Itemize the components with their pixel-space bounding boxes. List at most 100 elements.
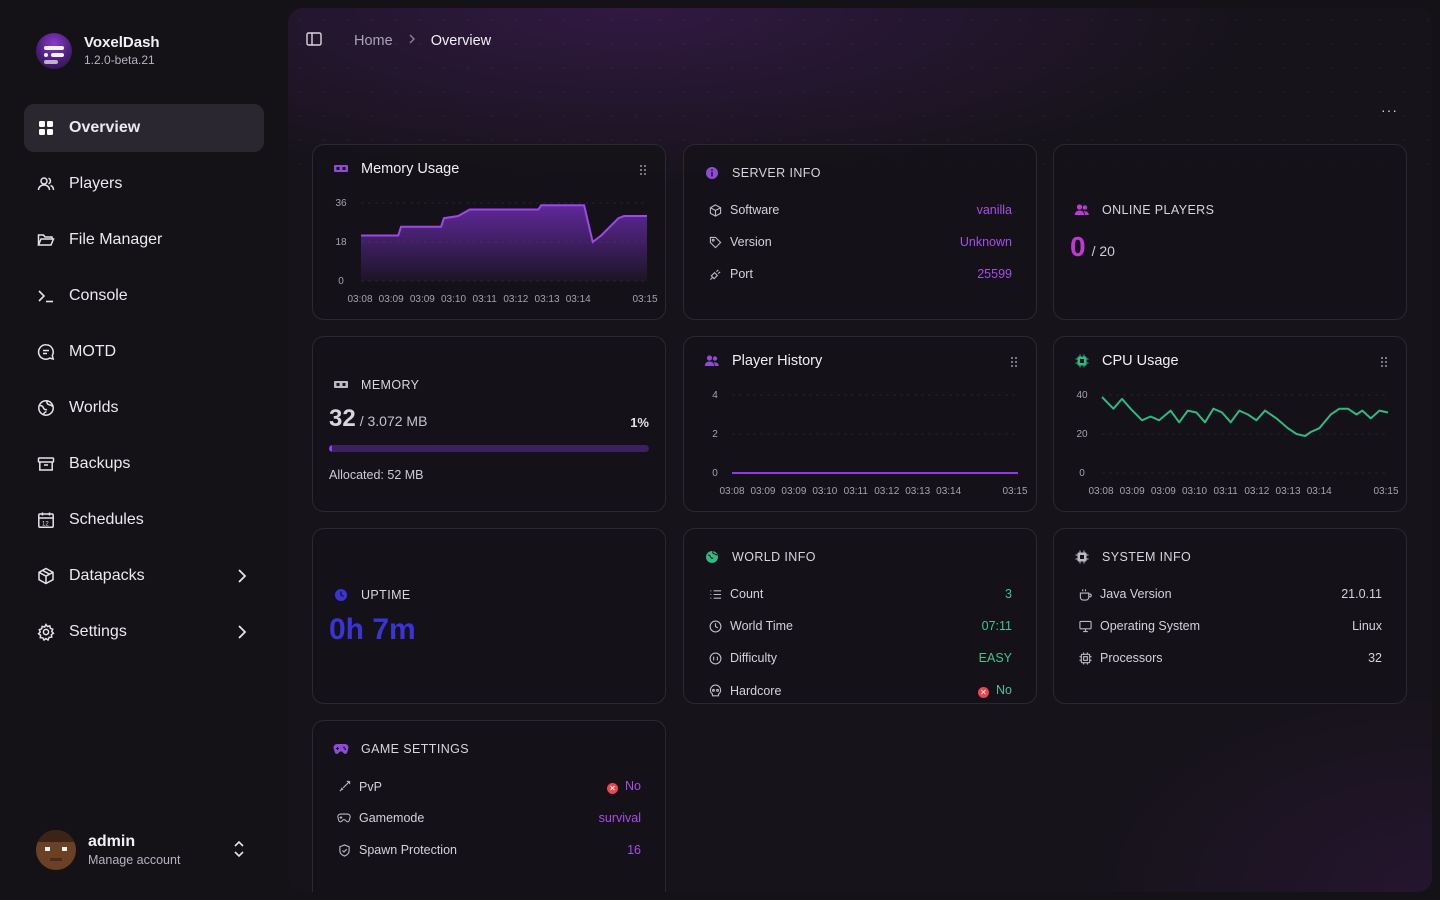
x-tick-label: 03:11 (844, 486, 869, 497)
memory-usage-card: Memory Usage 0 18 36 03:08 03:09 03:09 03:10 03… (312, 144, 666, 320)
cpu-usage-chart: 0 20 40 03:08 03:09 03:09 03:10 03:11 03:12 03:13… (1076, 390, 1399, 497)
chevron-right-icon[interactable] (234, 623, 250, 646)
sidebar-item-label: Players (69, 175, 123, 192)
gauge-icon (708, 651, 722, 665)
sidebar-item-console[interactable]: Console (24, 272, 264, 320)
card-title: UPTIME (333, 587, 411, 603)
row-value: EASY (978, 651, 1012, 665)
row-value: ✕ No (978, 683, 1012, 698)
avatar (36, 830, 76, 870)
memory-progress-fill (329, 445, 333, 452)
online-players-card: ONLINE PLAYERS 0 / 20 (1053, 144, 1407, 320)
coffee-icon (1078, 587, 1092, 601)
row-value: Linux (1352, 619, 1382, 633)
chip-icon (1074, 549, 1090, 565)
card-title: WORLD INFO (704, 549, 816, 565)
card-title: GAME SETTINGS (333, 741, 469, 757)
chevrons-up-down-icon[interactable] (232, 838, 246, 865)
more-options-button[interactable]: ··· (1381, 102, 1398, 118)
player-history-chart: 0 2 4 03:08 03:09 03:09 03:10 03:11 03:12 03:13 03… (712, 390, 1028, 497)
system-info-row-operating-system: Operating System Linux (1078, 619, 1382, 633)
sidebar-item-label: Datapacks (69, 567, 145, 584)
server-info-title: SERVER INFO (732, 166, 821, 180)
memory-card: MEMORY 32/ 3.072 MB 1% Allocated: 52 MB (312, 336, 666, 512)
cpu-usage-card: CPU Usage 0 20 40 03:08 03:09 03:09 03:10 03:11… (1053, 336, 1407, 512)
chevron-right-icon (407, 33, 417, 49)
sidebar-item-overview[interactable]: Overview (24, 104, 264, 152)
system-info-row-java-version: Java Version 21.0.11 (1078, 587, 1382, 601)
x-tick-label: 03:13 (905, 486, 930, 497)
drag-handle-icon[interactable] (1380, 355, 1388, 373)
sidebar-item-file-manager[interactable]: File Manager (24, 216, 264, 264)
sidebar-toggle-icon[interactable] (306, 32, 322, 50)
x-tick-label: 03:14 (1307, 486, 1332, 497)
brand-logo-icon (36, 33, 72, 69)
card-title: ONLINE PLAYERS (1074, 202, 1214, 218)
sidebar-item-worlds[interactable]: Worlds (24, 384, 264, 432)
sidebar: VoxelDash 1.2.0-beta.21 Overview Players… (0, 0, 288, 900)
card-title: MEMORY (333, 377, 419, 393)
users-icon (1074, 202, 1090, 218)
terminal-icon (37, 287, 55, 305)
world-info-row-count: Count 3 (708, 587, 1012, 601)
chevron-right-icon[interactable] (234, 567, 250, 590)
card-title: SYSTEM INFO (1074, 549, 1191, 565)
online-players-title: ONLINE PLAYERS (1102, 203, 1215, 217)
grid-icon (37, 119, 55, 137)
online-players-stat: 0 / 20 (1070, 231, 1115, 263)
monitor-icon (1078, 619, 1092, 633)
server-info-row-software: Software vanilla (708, 203, 1012, 217)
users-icon (704, 353, 720, 369)
sidebar-item-datapacks[interactable]: Datapacks (24, 552, 264, 600)
series-line (1101, 396, 1389, 437)
world-info-title: WORLD INFO (732, 550, 816, 564)
dot-pattern-background (288, 8, 1432, 168)
x-tick-label: 03:09 (410, 294, 435, 305)
sidebar-item-backups[interactable]: Backups (24, 440, 264, 488)
memory-usage-title: Memory Usage (361, 161, 460, 177)
x-tick-label: 03:09 (1151, 486, 1176, 497)
server-info-row-port: Port 25599 (708, 267, 1012, 281)
row-label: Port (730, 267, 753, 281)
x-tick-label: 03:14 (566, 294, 591, 305)
breadcrumb-home[interactable]: Home (354, 33, 393, 49)
sidebar-item-label: Settings (69, 623, 127, 640)
system-info-card: SYSTEM INFO Java Version 21.0.11 Operati… (1053, 528, 1407, 704)
sidebar-item-players[interactable]: Players (24, 160, 264, 208)
sidebar-item-settings[interactable]: Settings (24, 608, 264, 656)
row-label: World Time (730, 619, 793, 633)
row-label: Spawn Protection (359, 843, 457, 857)
x-tick-label: 03:15 (632, 294, 657, 305)
world-info-row-hardcore: Hardcore ✕ No (708, 683, 1012, 698)
memory-used: 32/ 3.072 MB (329, 405, 427, 433)
sidebar-item-label: Overview (69, 119, 141, 136)
sidebar-item-label: Schedules (69, 511, 144, 528)
y-tick-label: 20 (1076, 429, 1088, 440)
x-tick-label: 03:15 (1373, 486, 1398, 497)
memory-used-value: 32 (329, 405, 356, 432)
gamepad-icon (337, 811, 351, 825)
x-tick-label: 03:09 (781, 486, 806, 497)
row-value: 07:11 (981, 619, 1012, 633)
brand[interactable]: VoxelDash 1.2.0-beta.21 (36, 33, 160, 69)
shield-icon (337, 843, 351, 857)
message-icon (37, 343, 55, 361)
gamepad-icon (333, 741, 349, 757)
online-players-max: / 20 (1091, 243, 1115, 259)
x-tick-label: 03:11 (1214, 486, 1239, 497)
x-tick-label: 03:13 (1276, 486, 1301, 497)
x-tick-label: 03:14 (936, 486, 961, 497)
row-value: 32 (1368, 651, 1382, 665)
tag-icon (708, 235, 722, 249)
sidebar-item-schedules[interactable]: 12 Schedules (24, 496, 264, 544)
users-icon (37, 175, 55, 193)
memory-icon (333, 377, 349, 393)
svg-text:12: 12 (42, 522, 49, 528)
drag-handle-icon[interactable] (639, 163, 647, 181)
uptime-title: UPTIME (361, 588, 411, 602)
account-menu[interactable]: admin Manage account (36, 830, 252, 870)
y-tick-label: 0 (1079, 468, 1085, 479)
drag-handle-icon[interactable] (1010, 355, 1018, 373)
sidebar-item-motd[interactable]: MOTD (24, 328, 264, 376)
brand-name: VoxelDash (84, 34, 160, 51)
